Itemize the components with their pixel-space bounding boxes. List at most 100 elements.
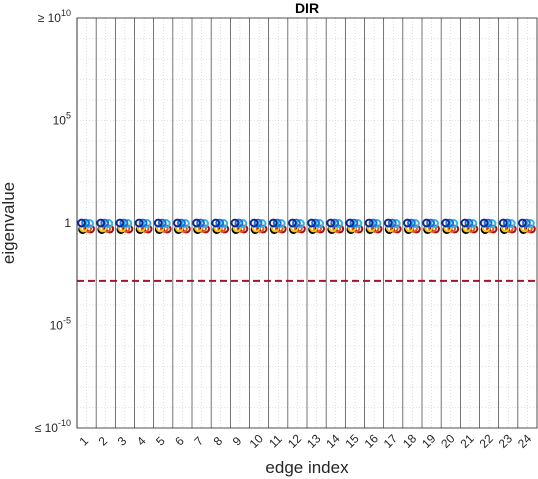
eigenvalue-point xyxy=(251,223,261,233)
eigenvalue-point xyxy=(422,218,431,228)
x-axis-label: edge index xyxy=(265,458,349,477)
eigenvalue-point xyxy=(391,219,401,228)
eigenvalue-point xyxy=(249,218,259,228)
eigenvalue-point xyxy=(445,218,455,228)
eigenvalue-point xyxy=(115,218,125,228)
eigenvalue-point xyxy=(372,219,382,228)
x-tick-label: 2 xyxy=(96,434,111,449)
eigenvalue-point xyxy=(426,218,435,228)
eigenvalue-point xyxy=(405,223,414,233)
eigenvalue-point xyxy=(200,219,209,228)
x-tick-label: 22 xyxy=(477,431,497,451)
eigenvalue-point xyxy=(238,219,248,228)
eigenvalue-point xyxy=(257,219,267,228)
eigenvalue-point xyxy=(520,223,529,233)
eigenvalue-point xyxy=(349,218,359,228)
eigenvalue-point xyxy=(123,219,133,228)
x-tick-label: 21 xyxy=(457,431,477,451)
x-tick-label: 12 xyxy=(285,431,305,451)
eigenvalue-point xyxy=(481,223,491,233)
eigenvalue-point xyxy=(500,223,510,233)
eigenvalue-point xyxy=(292,218,301,228)
eigenvalue-point xyxy=(522,218,531,228)
eigenvalue-point xyxy=(79,223,88,233)
eigenvalue-point xyxy=(119,218,129,228)
eigenvalue-point xyxy=(134,218,144,228)
eigenvalue-point xyxy=(219,219,229,228)
eigenvalue-point xyxy=(407,218,416,228)
eigenvalue-point xyxy=(366,223,376,233)
eigenvalue-point xyxy=(460,218,470,228)
x-tick-label: 23 xyxy=(496,431,516,451)
x-tick-label: 15 xyxy=(342,431,362,451)
y-tick-label: 105 xyxy=(53,111,71,128)
eigenvalue-point xyxy=(468,219,478,228)
eigenvalue-point xyxy=(157,218,167,228)
eigenvalue-point xyxy=(276,219,286,228)
x-tick-label: 6 xyxy=(172,434,187,449)
eigenvalue-point xyxy=(498,218,508,228)
x-tick-label: 11 xyxy=(266,432,285,451)
eigenvalue-point xyxy=(334,219,344,228)
eigenvalue-point xyxy=(411,219,420,228)
eigenvalue-point xyxy=(98,223,108,233)
eigenvalue-point xyxy=(96,218,106,228)
eigenvalue-point xyxy=(161,219,171,228)
eigenvalue-point xyxy=(232,223,242,233)
chart-title: DIR xyxy=(295,0,319,16)
eigenvalue-point xyxy=(383,218,393,228)
y-tick-label: 10-5 xyxy=(50,316,71,333)
x-tick-label: 1 xyxy=(76,434,91,449)
x-tick-label: 7 xyxy=(191,434,206,449)
x-tick-label: 14 xyxy=(323,431,343,451)
x-tick-label: 19 xyxy=(419,431,439,451)
x-tick-label: 5 xyxy=(153,434,168,449)
eigenvalue-point xyxy=(81,218,90,228)
eigenvalue-point xyxy=(307,218,316,228)
eigenvalue-point xyxy=(441,218,451,228)
eigenvalue-point xyxy=(326,218,336,228)
eigenvalue-point xyxy=(364,218,374,228)
x-tick-label: 10 xyxy=(247,431,267,451)
eigenvalue-point xyxy=(296,219,305,228)
eigenvalue-point xyxy=(479,218,489,228)
eigenvalue-point xyxy=(368,218,378,228)
eigenvalue-point xyxy=(502,218,512,228)
eigenvalue-point xyxy=(309,223,318,233)
data-markers xyxy=(77,218,536,234)
eigenvalue-point xyxy=(330,218,340,228)
eigenvalue-point xyxy=(403,218,412,228)
eigenvalue-point xyxy=(117,223,127,233)
eigenvalue-point xyxy=(77,218,86,228)
eigenvalue-point xyxy=(483,218,493,228)
plot-area-frame xyxy=(76,17,538,429)
eigenvalue-point xyxy=(194,223,203,233)
eigenvalue-point xyxy=(385,223,395,233)
eigenvalue-point xyxy=(234,218,244,228)
eigenvalue-point xyxy=(464,218,474,228)
eigenvalue-point xyxy=(288,218,297,228)
y-tick-labels: ≥ 1010 105 1 10-5 ≤ 10-10 xyxy=(35,8,72,435)
eigenvalue-point xyxy=(175,223,184,233)
x-tick-label: 18 xyxy=(400,431,420,451)
eigenvalue-point xyxy=(487,219,497,228)
x-tick-label: 24 xyxy=(515,431,535,451)
eigenvalue-point xyxy=(181,219,190,228)
eigenvalue-point xyxy=(196,218,205,228)
eigenvalue-point xyxy=(270,223,280,233)
eigenvalue-point xyxy=(311,218,320,228)
eigenvalue-point xyxy=(506,219,516,228)
eigenvalue-point xyxy=(328,223,338,233)
eigenvalue-point xyxy=(345,218,355,228)
eigenvalue-point xyxy=(192,218,201,228)
x-tick-label: 13 xyxy=(304,431,324,451)
x-tick-label: 3 xyxy=(115,434,130,449)
eigenvalue-point xyxy=(155,223,165,233)
eigenvalue-point xyxy=(353,219,363,228)
eigenvalue-point xyxy=(104,219,114,228)
eigenvalue-point xyxy=(518,218,527,228)
eigenvalue-point xyxy=(347,223,357,233)
x-tick-label: 16 xyxy=(362,431,382,451)
eigenvalue-point xyxy=(173,218,182,228)
